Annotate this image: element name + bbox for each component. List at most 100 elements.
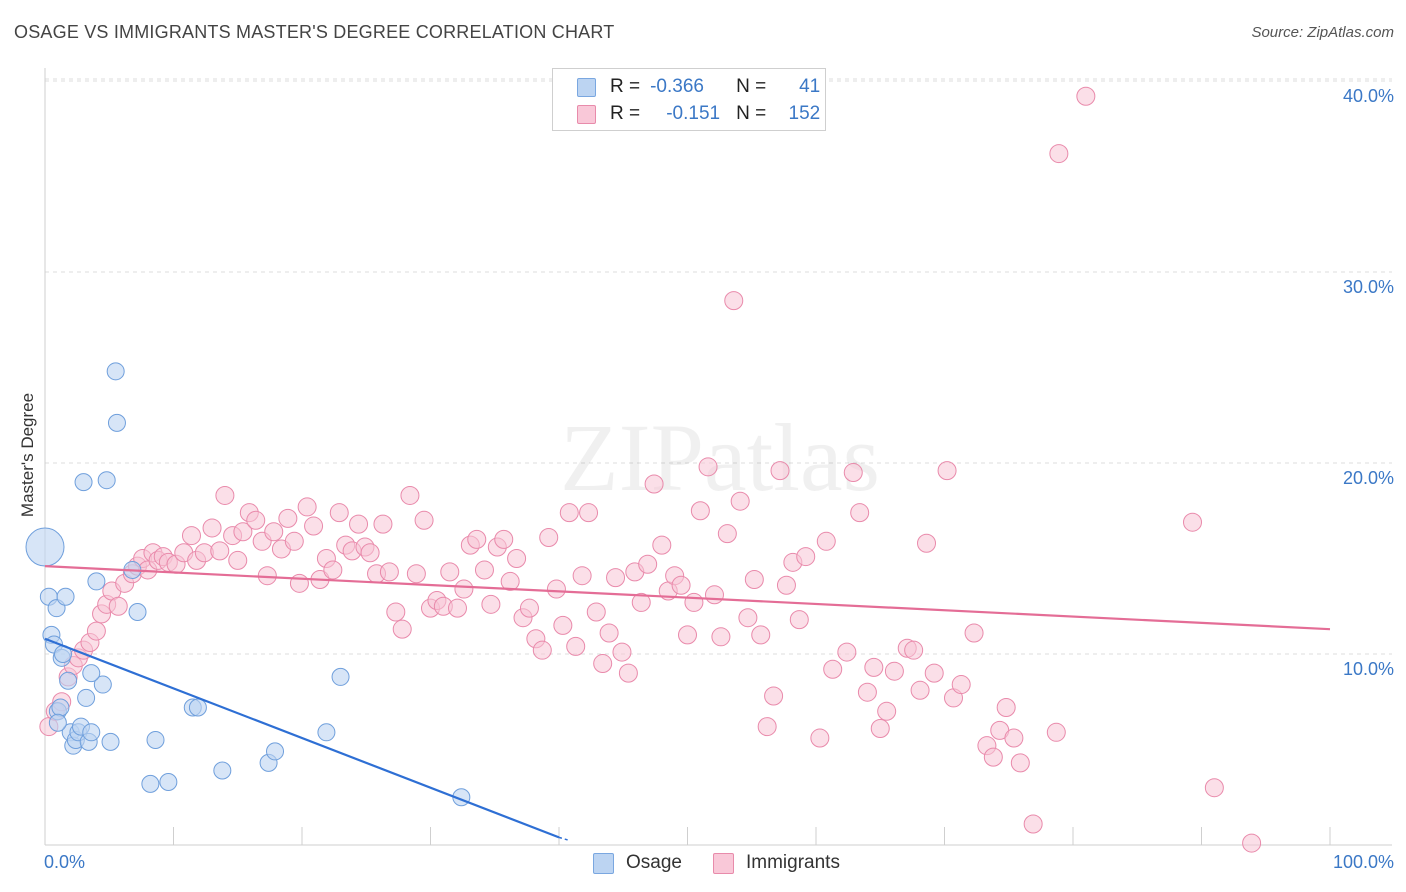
- immigrants-point: [644, 474, 664, 494]
- osage-point: [101, 732, 120, 751]
- osage-point: [331, 667, 350, 686]
- immigrants-point: [519, 598, 539, 618]
- osage-point: [159, 772, 178, 791]
- immigrants-point: [764, 686, 784, 706]
- immigrants-point: [951, 675, 971, 695]
- immigrants-point: [870, 718, 890, 738]
- osage-point: [87, 572, 106, 591]
- osage-point: [128, 602, 147, 621]
- immigrants-point: [228, 550, 248, 570]
- immigrants-point: [440, 562, 460, 582]
- immigrants-point: [481, 594, 501, 614]
- immigrants-point: [507, 549, 527, 568]
- y-tick-label-40: 40.0%: [1342, 86, 1394, 106]
- immigrants-point: [181, 526, 201, 546]
- osage-point: [77, 688, 96, 707]
- immigrants-point: [414, 510, 434, 530]
- immigrants-point: [638, 554, 658, 574]
- osage-point: [141, 774, 160, 793]
- immigrants-point: [1204, 778, 1224, 798]
- immigrants-point: [823, 659, 843, 679]
- immigrants-point: [1004, 728, 1024, 748]
- immigrants-point: [86, 621, 106, 641]
- immigrants-point: [593, 654, 613, 674]
- source-label: Source: ZipAtlas.com: [1251, 24, 1394, 41]
- immigrants-point: [652, 535, 672, 555]
- osage-point: [107, 413, 126, 432]
- chart-title: OSAGE VS IMMIGRANTS MASTER'S DEGREE CORR…: [14, 22, 615, 42]
- immigrants-point: [983, 747, 1003, 767]
- y-tick-label-20: 20.0%: [1342, 468, 1394, 488]
- immigrants-point: [1242, 833, 1262, 853]
- immigrants-point: [810, 728, 830, 748]
- osage-points: [25, 362, 471, 807]
- osage-n-value: 41: [799, 76, 821, 97]
- immigrants-point: [904, 640, 924, 660]
- immigrants-point: [474, 560, 494, 580]
- immigrants-point: [1023, 814, 1043, 834]
- osage-point: [59, 671, 78, 690]
- immigrants-point: [924, 663, 944, 683]
- watermark: ZIPatlas: [560, 404, 880, 511]
- immigrants-point: [744, 570, 764, 590]
- immigrants-point: [917, 533, 937, 553]
- immigrants-point: [546, 579, 566, 599]
- immigrants-trend-line: [44, 565, 1331, 631]
- immigrants-point: [1046, 722, 1066, 742]
- immigrants-n-value: 152: [788, 103, 821, 124]
- osage-trend-extension: [558, 836, 570, 842]
- immigrants-point: [379, 562, 399, 582]
- x-tick-label-min: 0.0%: [44, 852, 86, 872]
- immigrants-point: [684, 592, 704, 612]
- immigrants-point: [631, 592, 651, 612]
- immigrants-point: [776, 575, 796, 595]
- immigrants-r-label: R =: [610, 103, 641, 124]
- osage-legend-swatch: [593, 852, 614, 874]
- osage-legend-label: Osage: [626, 852, 682, 873]
- immigrants-point: [730, 491, 750, 511]
- immigrants-point: [284, 531, 304, 551]
- immigrants-point: [278, 508, 298, 528]
- immigrants-point: [618, 663, 638, 683]
- osage-point: [82, 723, 101, 742]
- immigrants-point: [612, 642, 632, 662]
- correlation-legend: R = -0.366 N = 41 R = -0.151 N = 152: [552, 68, 826, 131]
- osage-point: [93, 675, 112, 694]
- osage-r-value: -0.366: [650, 76, 704, 97]
- osage-point: [97, 471, 116, 490]
- immigrants-point: [467, 529, 487, 549]
- osage-point: [74, 473, 93, 492]
- y-axis-label: Master's Degree: [18, 392, 37, 518]
- immigrants-points: [39, 86, 1262, 853]
- immigrants-point: [599, 623, 619, 643]
- immigrants-point: [738, 608, 758, 628]
- immigrants-legend-swatch: [713, 852, 734, 874]
- immigrants-point: [843, 463, 863, 483]
- immigrants-point: [1049, 144, 1069, 164]
- osage-swatch: [577, 77, 596, 97]
- osage-point: [317, 723, 336, 742]
- trend-lines: [44, 565, 1331, 842]
- osage-point: [106, 362, 125, 381]
- legend-item-immigrants: Immigrants: [713, 852, 840, 874]
- immigrants-point: [323, 560, 343, 580]
- immigrants-point: [816, 531, 836, 551]
- immigrants-swatch: [577, 104, 596, 124]
- osage-point: [51, 698, 70, 717]
- immigrants-point: [553, 615, 573, 635]
- immigrants-point: [671, 575, 691, 595]
- y-tick-label-30: 30.0%: [1342, 277, 1394, 297]
- immigrants-point: [606, 568, 626, 588]
- immigrants-point: [329, 503, 349, 523]
- immigrants-point: [447, 598, 467, 618]
- immigrants-point: [796, 547, 816, 567]
- immigrants-point: [757, 717, 777, 737]
- osage-point: [48, 713, 67, 732]
- immigrants-point: [289, 573, 309, 593]
- immigrants-point: [215, 485, 235, 505]
- axes: [44, 68, 1392, 846]
- immigrants-point: [360, 543, 380, 563]
- immigrants-point: [1010, 753, 1030, 773]
- y-tick-label-10: 10.0%: [1342, 659, 1394, 679]
